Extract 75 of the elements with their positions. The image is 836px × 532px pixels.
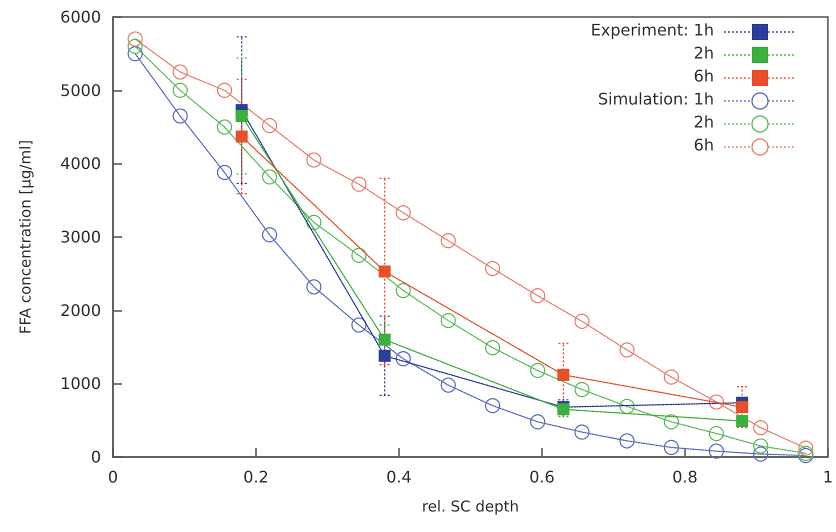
point	[798, 440, 814, 456]
point	[262, 118, 278, 134]
point	[619, 342, 635, 358]
legend-label: 2h	[694, 44, 714, 62]
x-tick-label: 0.4	[386, 468, 412, 486]
point	[236, 130, 248, 143]
point	[396, 282, 411, 298]
point	[530, 414, 546, 430]
point	[172, 82, 188, 98]
point	[736, 415, 748, 428]
point	[574, 382, 590, 398]
y-tick-label: 1000	[60, 374, 101, 394]
x-tick-label: 1	[822, 468, 834, 486]
point	[351, 176, 367, 192]
y-tick-label: 3000	[60, 228, 101, 246]
point	[351, 317, 367, 333]
point	[378, 265, 391, 278]
point	[619, 398, 635, 414]
point	[216, 82, 232, 98]
point	[378, 350, 391, 362]
point	[736, 401, 748, 414]
point	[530, 288, 546, 304]
point	[664, 414, 679, 430]
point	[216, 164, 232, 180]
point	[351, 248, 367, 263]
point	[128, 31, 143, 47]
point	[262, 227, 278, 242]
point	[619, 433, 635, 448]
x-tick-label: 0.6	[529, 468, 555, 486]
y-axis-title: FFA concentration [µg/ml]	[16, 140, 34, 334]
point	[664, 440, 679, 456]
point	[753, 438, 768, 454]
point	[440, 233, 456, 248]
point	[172, 108, 188, 124]
point	[306, 152, 322, 168]
point	[708, 426, 724, 442]
point	[557, 368, 570, 381]
point	[262, 169, 278, 184]
point	[530, 362, 546, 378]
point	[236, 110, 248, 122]
point	[753, 420, 768, 436]
point	[128, 38, 143, 54]
point	[306, 214, 322, 230]
point	[396, 351, 411, 366]
y-tick-label: 6000	[60, 8, 101, 26]
x-tick-label: 0	[108, 468, 118, 486]
point	[664, 369, 679, 385]
point	[485, 398, 500, 414]
point	[708, 394, 724, 410]
y-tick-label: 4000	[60, 154, 101, 174]
point	[574, 314, 590, 329]
legend-label: Simulation: 1h	[598, 90, 714, 108]
point	[440, 378, 456, 393]
point	[485, 340, 500, 356]
x-tick-label: 0.8	[672, 468, 698, 486]
point	[128, 46, 143, 62]
point	[574, 424, 590, 440]
point	[378, 334, 391, 346]
legend-label: 6h	[694, 136, 714, 154]
y-tick-label: 0	[90, 448, 101, 466]
legend-label: Experiment: 1h	[590, 20, 714, 40]
point	[172, 64, 188, 80]
y-tick-label: 2000	[60, 300, 101, 320]
point	[216, 119, 232, 135]
point	[753, 446, 768, 462]
y-tick-label: 5000	[60, 80, 101, 100]
x-axis-title: rel. SC depth	[422, 498, 520, 516]
x-tick-label: 0.2	[243, 468, 269, 486]
point	[708, 444, 724, 459]
point	[485, 260, 500, 276]
legend-label: 2h	[694, 112, 714, 132]
point	[396, 205, 411, 220]
point	[440, 313, 456, 328]
legend-label: 6h	[694, 66, 714, 86]
point	[306, 279, 322, 294]
